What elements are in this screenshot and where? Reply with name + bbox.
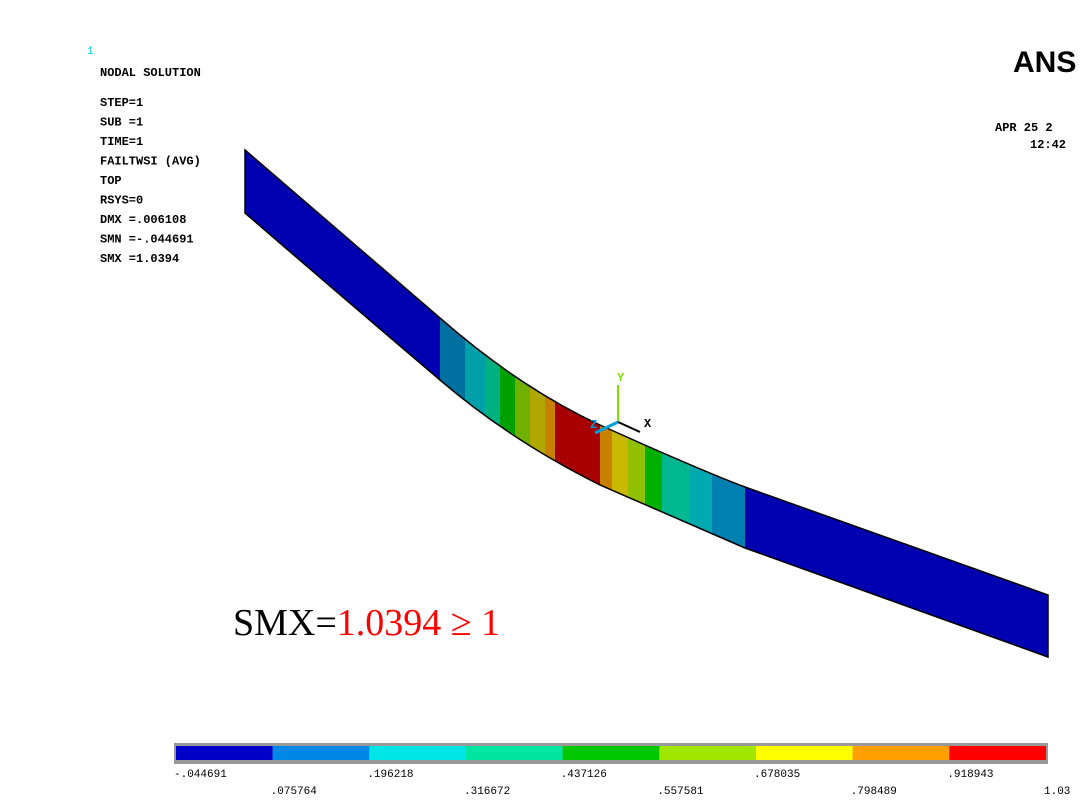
info-line: TOP (100, 174, 122, 188)
legend-label: .798489 (851, 786, 897, 798)
color-band (176, 746, 273, 760)
info-line: DMX =.006108 (100, 213, 186, 227)
color-band (756, 746, 853, 760)
info-line: STEP=1 (100, 96, 143, 110)
info-line: FAILTWSI (AVG) (100, 155, 201, 169)
date: APR 25 2 (995, 121, 1053, 135)
color-band (853, 746, 950, 760)
legend-label: .437126 (561, 769, 607, 781)
info-line: RSYS=0 (100, 194, 143, 208)
legend: -.044691 .075764 .196218 .316672 .437126 .557… (174, 743, 1070, 798)
legend-label: .196218 (367, 769, 413, 781)
beam (240, 140, 1060, 670)
legend-label: .678035 (754, 769, 800, 781)
annotation-prefix: SMX= (233, 602, 337, 644)
time: 12:42 (1030, 138, 1066, 152)
triad-y: Y (617, 371, 625, 385)
legend-label: -.044691 (174, 769, 227, 781)
info-line: SUB =1 (100, 116, 143, 130)
annotation: SMX=1.0394 ≥ 1 (233, 602, 500, 644)
viewport: 1 ANS APR 25 2 12:42 NODAL SOLUTION STEP=… (0, 0, 1083, 807)
info-line: TIME=1 (100, 135, 143, 149)
info-line: NODAL SOLUTION (100, 66, 201, 80)
color-band (563, 746, 660, 760)
window-number: 1 (87, 46, 94, 58)
triad: Y X Z (590, 371, 652, 433)
color-band (466, 746, 563, 760)
info-line: SMN =-.044691 (100, 233, 194, 247)
info-block: NODAL SOLUTION STEP=1 SUB =1 TIME=1 FAILTWSI… (100, 66, 201, 266)
color-band (949, 746, 1046, 760)
screen: 1 ANS APR 25 2 12:42 NODAL SOLUTION STEP=… (0, 0, 1083, 807)
legend-label: .316672 (464, 786, 510, 798)
annotation-value: 1.0394 ≥ 1 (337, 602, 500, 644)
info-line: SMX =1.0394 (100, 252, 179, 266)
color-band (273, 746, 370, 760)
color-band (369, 746, 466, 760)
legend-label: .918943 (947, 769, 993, 781)
legend-label: .557581 (657, 786, 704, 798)
color-band (659, 746, 756, 760)
legend-label: 1.03 (1044, 786, 1070, 798)
brand: ANS (1013, 46, 1076, 79)
triad-x: X (644, 417, 652, 431)
triad-z: Z (590, 418, 597, 432)
legend-label: .075764 (271, 786, 318, 798)
